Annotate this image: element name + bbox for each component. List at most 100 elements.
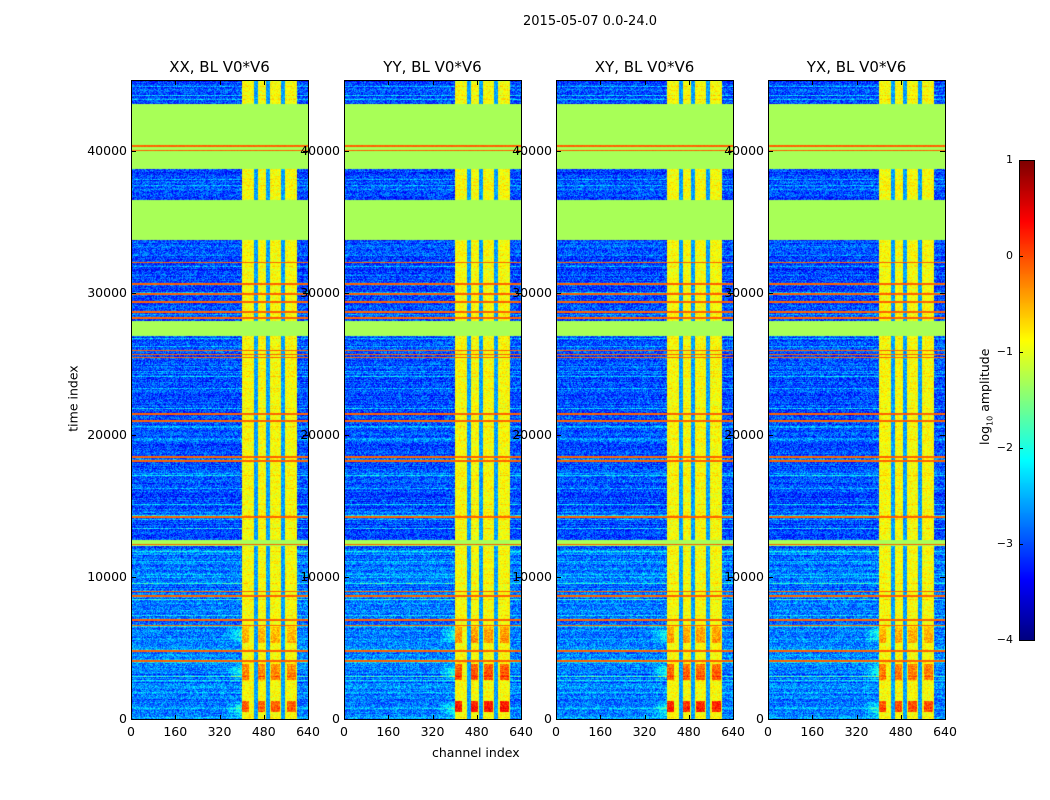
x-tick-mark <box>945 715 946 720</box>
y-tick-mark <box>556 435 561 436</box>
colorbar-tick-label: 1 <box>1006 153 1013 166</box>
y-tick-mark <box>344 293 349 294</box>
colorbar-tick-label: −2 <box>996 441 1013 454</box>
y-tick-mark <box>131 577 136 578</box>
x-tick-mark <box>945 80 946 85</box>
colorbar-tick-mark <box>1019 544 1023 545</box>
colorbar-label-base: 10 <box>985 415 995 426</box>
x-tick-label: 0 <box>340 724 348 739</box>
x-tick-label: 640 <box>721 724 745 739</box>
x-tick-mark <box>733 80 734 85</box>
y-tick-mark <box>344 435 349 436</box>
x-tick-mark <box>900 80 902 85</box>
x-tick-mark <box>600 80 602 85</box>
y-tick-label: 10000 <box>300 569 340 584</box>
y-tick-mark <box>131 293 136 294</box>
heatmap-axes <box>556 80 734 720</box>
x-tick-label: 640 <box>933 724 957 739</box>
y-tick-label: 0 <box>332 711 340 726</box>
panel-title: YX, BL V0*V6 <box>806 58 907 76</box>
x-tick-label: 320 <box>207 724 232 739</box>
y-tick-mark <box>516 435 521 436</box>
x-tick-mark <box>388 715 390 720</box>
y-tick-mark <box>131 435 136 436</box>
y-tick-mark <box>940 435 945 436</box>
x-tick-label: 160 <box>163 724 188 739</box>
y-tick-mark <box>768 151 773 152</box>
y-tick-label: 40000 <box>512 143 552 158</box>
x-tick-mark <box>219 715 221 720</box>
y-tick-mark <box>768 435 773 436</box>
x-tick-mark <box>175 715 177 720</box>
y-tick-mark <box>768 293 773 294</box>
x-tick-label: 320 <box>632 724 657 739</box>
y-tick-mark <box>556 293 561 294</box>
x-tick-mark <box>219 80 221 85</box>
x-tick-mark <box>768 715 769 720</box>
x-tick-label: 160 <box>376 724 401 739</box>
x-tick-mark <box>476 715 478 720</box>
x-tick-mark <box>644 80 646 85</box>
y-tick-label: 40000 <box>300 143 340 158</box>
x-tick-label: 0 <box>127 724 135 739</box>
y-tick-label: 30000 <box>87 285 127 300</box>
x-tick-mark <box>644 715 646 720</box>
x-tick-mark <box>688 715 690 720</box>
x-tick-mark <box>521 715 522 720</box>
heatmap-axes <box>768 80 946 720</box>
x-tick-label: 640 <box>509 724 533 739</box>
y-tick-label: 20000 <box>724 427 764 442</box>
y-tick-mark <box>728 435 733 436</box>
y-tick-label: 10000 <box>512 569 552 584</box>
panel-title: XY, BL V0*V6 <box>594 58 695 76</box>
y-tick-mark <box>303 293 308 294</box>
x-tick-label: 160 <box>800 724 825 739</box>
colorbar <box>1019 160 1035 641</box>
y-tick-label: 20000 <box>300 427 340 442</box>
y-tick-label: 20000 <box>512 427 552 442</box>
y-tick-mark <box>516 293 521 294</box>
y-tick-label: 30000 <box>724 285 764 300</box>
y-tick-mark <box>940 719 945 720</box>
x-tick-mark <box>733 715 734 720</box>
x-tick-mark <box>308 80 309 85</box>
colorbar-tick-label: −1 <box>996 345 1013 358</box>
y-tick-mark <box>728 719 733 720</box>
x-tick-mark <box>388 80 390 85</box>
y-axis-label: time index <box>65 365 81 432</box>
y-tick-mark <box>303 719 308 720</box>
y-tick-mark <box>516 151 521 152</box>
y-tick-label: 0 <box>119 711 127 726</box>
colorbar-tick-mark <box>1019 160 1023 161</box>
y-tick-mark <box>344 151 349 152</box>
y-tick-mark <box>516 577 521 578</box>
heatmap-axes <box>131 80 309 720</box>
colorbar-tick-mark <box>1019 256 1023 257</box>
y-tick-label: 0 <box>756 711 764 726</box>
colorbar-tick-mark <box>1019 640 1023 641</box>
panel-title: YY, BL V0*V6 <box>383 58 482 76</box>
x-tick-label: 0 <box>552 724 560 739</box>
y-tick-label: 20000 <box>87 427 127 442</box>
y-tick-label: 10000 <box>724 569 764 584</box>
x-tick-mark <box>476 80 478 85</box>
heatmap-image <box>557 81 733 719</box>
colorbar-tick-label: −3 <box>996 537 1013 550</box>
y-tick-mark <box>556 577 561 578</box>
x-tick-label: 320 <box>844 724 869 739</box>
x-tick-mark <box>432 715 434 720</box>
x-tick-label: 320 <box>420 724 445 739</box>
x-tick-label: 480 <box>676 724 701 739</box>
y-tick-mark <box>940 151 945 152</box>
x-tick-label: 160 <box>588 724 613 739</box>
heatmap-axes <box>344 80 522 720</box>
x-tick-label: 480 <box>888 724 913 739</box>
y-tick-label: 40000 <box>87 143 127 158</box>
x-tick-mark <box>812 80 814 85</box>
colorbar-tick-mark <box>1019 352 1023 353</box>
y-tick-label: 0 <box>544 711 552 726</box>
x-tick-mark <box>344 80 345 85</box>
x-tick-mark <box>131 80 132 85</box>
y-tick-mark <box>556 151 561 152</box>
